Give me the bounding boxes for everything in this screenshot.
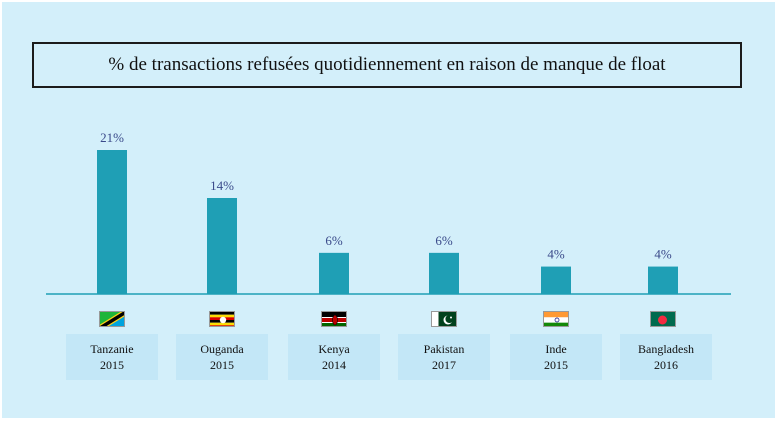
bars-group: 21% 14% 6% 6% 4% 4% xyxy=(97,130,678,294)
bar-inde xyxy=(541,266,571,294)
kenya-flag-icon xyxy=(321,311,347,327)
chart-title-text: % de transactions refusées quotidienneme… xyxy=(108,54,666,75)
category-label: Ouganda xyxy=(200,342,244,356)
category-year: 2015 xyxy=(544,358,568,372)
category-box-pakistan: Pakistan 2017 xyxy=(398,334,490,380)
category-box-inde: Inde 2015 xyxy=(510,334,602,380)
uganda-flag-icon xyxy=(209,311,235,327)
value-label-inde: 4% xyxy=(547,247,565,262)
value-label-tanzanie: 21% xyxy=(100,130,124,145)
value-label-ouganda: 14% xyxy=(210,178,234,193)
category-label: Kenya xyxy=(318,342,350,356)
bangladesh-flag-icon xyxy=(650,311,676,327)
bar-tanzanie xyxy=(97,150,127,294)
category-year: 2015 xyxy=(100,358,124,372)
category-box-ouganda: Ouganda 2015 xyxy=(176,334,268,380)
chart-title: % de transactions refusées quotidienneme… xyxy=(32,42,742,88)
category-box-bangladesh: Bangladesh 2016 xyxy=(620,334,712,380)
value-label-pakistan: 6% xyxy=(435,233,453,248)
category-label: Bangladesh xyxy=(638,342,694,356)
category-label: Inde xyxy=(545,342,567,356)
pakistan-flag-icon xyxy=(431,311,457,327)
value-label-bangladesh: 4% xyxy=(654,247,672,262)
category-label: Pakistan xyxy=(423,342,465,356)
value-label-kenya: 6% xyxy=(325,233,343,248)
category-box-tanzanie: Tanzanie 2015 xyxy=(66,334,158,380)
category-year: 2017 xyxy=(432,358,456,372)
category-label: Tanzanie xyxy=(90,342,134,356)
bar-kenya xyxy=(319,252,349,294)
bar-ouganda xyxy=(207,198,237,294)
category-year: 2014 xyxy=(322,358,346,372)
category-year: 2015 xyxy=(210,358,234,372)
category-year: 2016 xyxy=(654,358,678,372)
tanzania-flag-icon xyxy=(99,311,125,327)
india-flag-icon xyxy=(543,311,569,327)
bar-pakistan xyxy=(429,252,459,294)
bar-bangladesh xyxy=(648,266,678,294)
category-box-kenya: Kenya 2014 xyxy=(288,334,380,380)
